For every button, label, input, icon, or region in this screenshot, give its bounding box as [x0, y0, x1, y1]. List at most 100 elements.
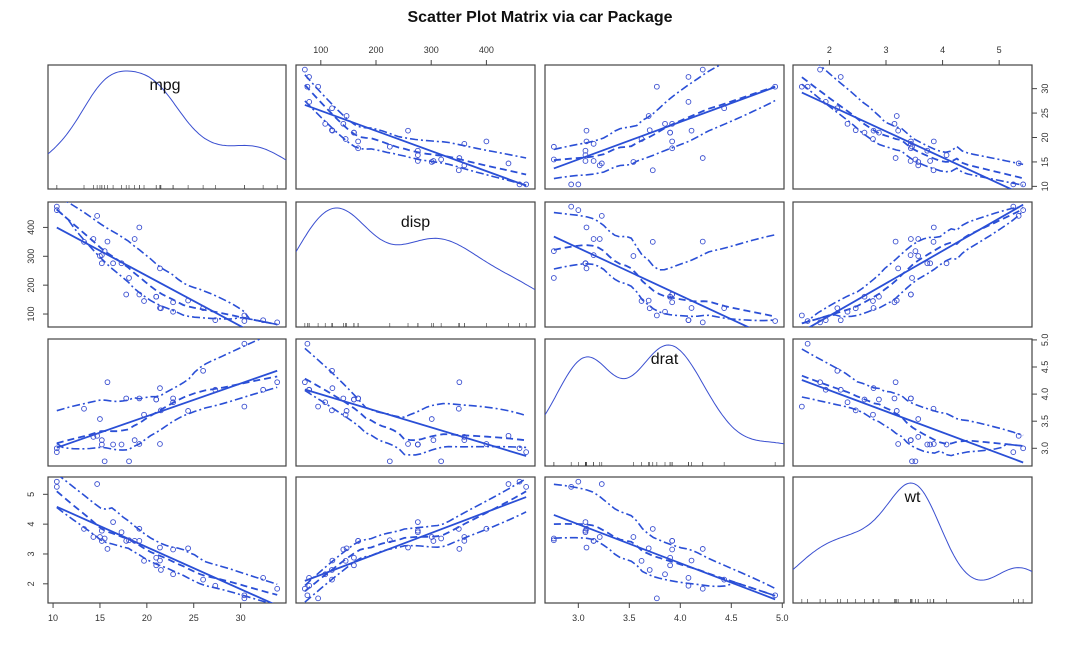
- data-point: [551, 143, 557, 150]
- data-point: [667, 562, 673, 569]
- panel-mpg-vs-mpg: mpg: [47, 64, 287, 190]
- data-point: [329, 105, 335, 112]
- data-point: [669, 145, 675, 152]
- data-point: [516, 181, 523, 188]
- data-point: [685, 317, 692, 323]
- data-point: [662, 120, 668, 127]
- data-point: [893, 408, 900, 414]
- density-curve: [545, 344, 784, 445]
- data-point: [94, 432, 100, 439]
- data-point: [461, 437, 468, 444]
- data-point: [876, 396, 882, 403]
- data-point: [583, 525, 590, 532]
- data-point: [428, 534, 435, 540]
- data-point: [551, 156, 557, 163]
- data-point: [844, 120, 851, 127]
- data-point: [662, 308, 668, 315]
- data-point: [329, 127, 335, 134]
- data-point: [302, 379, 308, 386]
- data-point: [861, 396, 868, 403]
- data-point: [200, 305, 206, 312]
- data-point: [351, 562, 357, 569]
- x-tick-label: 400: [479, 45, 494, 55]
- data-point: [157, 305, 163, 311]
- data-point: [118, 441, 125, 448]
- data-point: [551, 535, 557, 542]
- data-point: [930, 138, 937, 145]
- data-point: [131, 437, 138, 444]
- data-point: [645, 297, 652, 304]
- data-point: [141, 557, 147, 564]
- data-point: [568, 484, 575, 490]
- data-point: [804, 83, 811, 90]
- data-point: [912, 248, 919, 254]
- data-point: [654, 595, 660, 602]
- data-point: [590, 141, 597, 147]
- data-point: [123, 291, 130, 298]
- density-curve: [296, 207, 535, 291]
- data-point: [212, 317, 219, 323]
- data-point: [590, 252, 597, 258]
- data-point: [123, 395, 130, 402]
- data-point: [669, 120, 675, 127]
- y-tick-label: 5.0: [1040, 334, 1050, 347]
- data-point: [430, 437, 437, 444]
- data-point: [315, 595, 321, 602]
- data-point: [153, 396, 160, 403]
- data-point: [157, 557, 163, 564]
- data-point: [414, 441, 421, 448]
- data-point: [927, 260, 933, 267]
- data-point: [153, 554, 160, 561]
- data-point: [306, 582, 313, 589]
- panel-frame: [792, 476, 1033, 604]
- data-point: [930, 224, 937, 231]
- x-tick-label: 200: [368, 45, 383, 55]
- x-tick-label: 4: [940, 45, 945, 55]
- data-point: [892, 238, 899, 245]
- data-point: [915, 236, 922, 242]
- data-point: [306, 386, 313, 393]
- data-point: [405, 127, 411, 134]
- loess-smooth-line: [553, 244, 776, 318]
- panel-frame: [544, 338, 785, 467]
- data-point: [428, 416, 435, 422]
- data-point: [523, 484, 529, 490]
- data-point: [915, 434, 922, 440]
- data-point: [598, 213, 605, 219]
- variable-label: disp: [401, 214, 430, 231]
- panel-frame: [47, 201, 287, 328]
- data-point: [260, 317, 266, 324]
- spread-lower-line: [304, 389, 527, 456]
- density-curve: [793, 482, 1032, 581]
- data-point: [590, 236, 597, 242]
- data-point: [870, 411, 876, 418]
- data-point: [799, 312, 805, 319]
- data-point: [699, 66, 706, 73]
- x-tick-label: 3: [883, 45, 888, 55]
- data-point: [98, 527, 105, 534]
- x-tick-label: 3.5: [623, 613, 636, 623]
- data-point: [575, 478, 582, 485]
- x-tick-label: 4.0: [674, 613, 687, 623]
- data-point: [461, 538, 468, 544]
- spread-lower-line: [304, 100, 527, 186]
- data-point: [943, 152, 950, 158]
- data-point: [583, 224, 590, 231]
- spread-upper-line: [553, 483, 776, 590]
- data-point: [438, 458, 444, 465]
- data-point: [94, 213, 100, 219]
- data-point: [405, 441, 411, 447]
- data-point: [817, 319, 823, 326]
- loess-smooth-line: [553, 522, 776, 597]
- data-point: [274, 585, 281, 592]
- data-point: [834, 305, 841, 312]
- data-point: [837, 386, 844, 393]
- data-point: [891, 299, 898, 306]
- data-point: [483, 441, 490, 447]
- data-point: [157, 441, 163, 447]
- panel-frame: [295, 201, 536, 328]
- data-point: [340, 546, 347, 553]
- data-point: [81, 526, 87, 532]
- data-point: [53, 478, 60, 485]
